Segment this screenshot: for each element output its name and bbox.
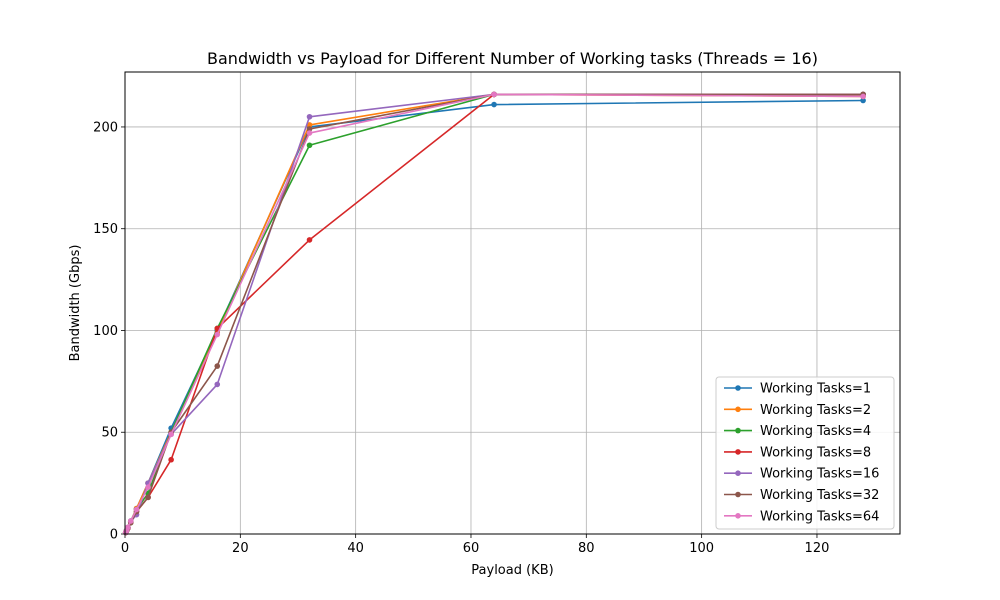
x-tick-label: 0 (121, 541, 129, 556)
legend-item: Working Tasks=8 (724, 445, 871, 460)
series-7 (122, 91, 866, 536)
legend-item: Working Tasks=4 (724, 424, 871, 439)
plot-frame (124, 71, 901, 535)
legend: Working Tasks=1 Working Tasks=2 Working Ta… (715, 376, 895, 530)
x-tick-label: 120 (805, 541, 830, 556)
legend-label: Working Tasks=64 (760, 509, 879, 524)
y-axis-label: Bandwidth (Gbps) (68, 245, 83, 362)
legend-swatch-marker (735, 406, 741, 413)
y-tick-label: 100 (93, 324, 118, 339)
legend-item: Working Tasks=16 (724, 467, 879, 482)
legend-label: Working Tasks=1 (760, 382, 871, 397)
y-tick-label: 0 (110, 528, 118, 543)
data-point (214, 381, 221, 388)
data-point (127, 518, 134, 524)
data-point (214, 363, 221, 369)
x-axis-label: Payload (KB) (471, 563, 553, 578)
data-point (306, 122, 313, 128)
x-tick-label: 40 (347, 541, 364, 556)
data-point (306, 126, 313, 132)
legend-swatch-marker (735, 470, 741, 477)
legend-swatch-marker (735, 385, 741, 391)
y-tick-label: 200 (93, 120, 118, 135)
x-tick-label: 60 (463, 541, 480, 556)
data-point (145, 484, 151, 490)
data-point (168, 431, 174, 438)
data-point (133, 506, 140, 513)
legend-item: Working Tasks=64 (724, 509, 879, 524)
series-layer (122, 91, 866, 536)
x-tick-label: 20 (232, 541, 249, 556)
data-point (306, 237, 313, 243)
data-point (491, 91, 497, 98)
legend-swatch-marker (735, 513, 741, 519)
data-point (306, 130, 313, 136)
x-tick-label: 80 (578, 541, 595, 556)
legend-label: Working Tasks=16 (760, 467, 879, 482)
chart-title: Bandwidth vs Payload for Different Numbe… (207, 49, 818, 68)
data-point (168, 456, 174, 463)
data-point (145, 494, 151, 501)
legend-item: Working Tasks=32 (724, 488, 879, 503)
data-point (306, 142, 313, 149)
legend-swatch-marker (735, 449, 741, 455)
data-point (214, 331, 221, 338)
data-point (860, 93, 866, 100)
legend-label: Working Tasks=4 (760, 424, 871, 439)
legend-label: Working Tasks=32 (760, 488, 879, 503)
y-tick-label: 50 (101, 426, 118, 441)
axis-ticks: 0 20 40 60 80 100 120 0 50 100 150 200 (93, 120, 829, 556)
data-point (306, 113, 313, 120)
legend-item: Working Tasks=2 (724, 403, 871, 418)
legend-swatch-marker (735, 491, 741, 498)
data-point (860, 97, 866, 104)
x-tick-label: 100 (689, 541, 714, 556)
legend-label: Working Tasks=2 (760, 403, 871, 418)
legend-label: Working Tasks=8 (760, 445, 871, 460)
legend-item: Working Tasks=1 (724, 382, 871, 397)
legend-box (715, 376, 895, 530)
y-tick-label: 150 (93, 222, 118, 237)
legend-swatch-marker (735, 427, 741, 434)
data-point (491, 101, 497, 108)
data-point (125, 524, 131, 531)
